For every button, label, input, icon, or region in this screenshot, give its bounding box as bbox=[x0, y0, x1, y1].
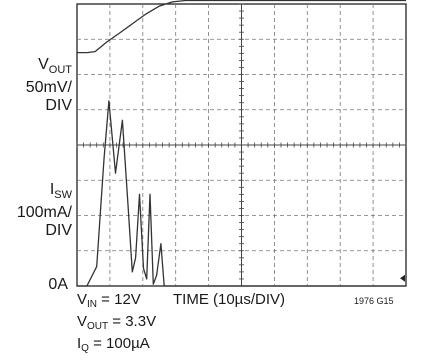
isw-label-name: ISW bbox=[49, 181, 72, 201]
conditions-block: VIN = 12V VOUT = 3.3V IQ = 100µA bbox=[77, 291, 156, 357]
ground-marker-icon bbox=[400, 274, 405, 282]
condition-vout: VOUT = 3.3V bbox=[77, 313, 157, 332]
isw-label: ISW 100mA/ DIV bbox=[0, 181, 72, 240]
trace-isw bbox=[77, 100, 406, 287]
vout-label-name: VOUT bbox=[38, 56, 72, 76]
x-axis-label: TIME (10µs/DIV) bbox=[173, 291, 285, 308]
oscilloscope-plot bbox=[76, 0, 407, 287]
condition-iq: IQ = 100µA bbox=[77, 335, 150, 354]
isw-scale: 100mA/ bbox=[16, 204, 72, 221]
condition-vin: VIN = 12V bbox=[77, 291, 141, 310]
figure-code: 1976 G15 bbox=[354, 296, 394, 306]
trace-vout bbox=[77, 0, 406, 54]
isw-scale-unit: DIV bbox=[45, 222, 72, 239]
isw-zero-label: 0A bbox=[48, 276, 68, 293]
vout-label: VOUT 50mV/ DIV bbox=[0, 56, 72, 115]
traces bbox=[77, 0, 406, 287]
grid bbox=[76, 3, 407, 287]
vout-scale: 50mV/ bbox=[25, 79, 72, 96]
vout-scale-unit: DIV bbox=[45, 97, 72, 114]
